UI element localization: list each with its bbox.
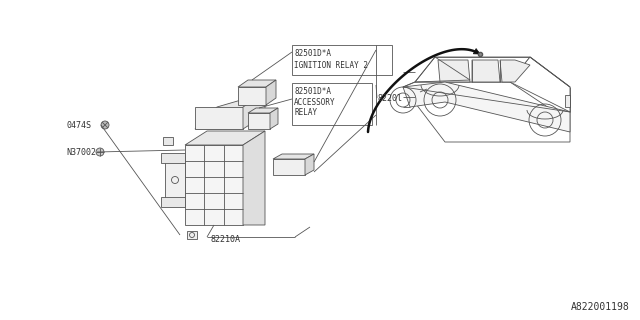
Polygon shape — [266, 80, 276, 105]
Circle shape — [101, 121, 109, 129]
Polygon shape — [305, 154, 314, 175]
Bar — [187, 231, 197, 239]
Polygon shape — [510, 57, 570, 112]
Polygon shape — [185, 131, 265, 145]
Polygon shape — [273, 154, 314, 159]
Polygon shape — [403, 82, 570, 132]
Polygon shape — [238, 80, 276, 87]
Polygon shape — [161, 197, 185, 207]
Polygon shape — [248, 113, 270, 129]
Bar — [565, 95, 570, 107]
Text: A822001198: A822001198 — [572, 302, 630, 312]
Polygon shape — [248, 108, 278, 113]
Circle shape — [96, 148, 104, 156]
Text: ACCESSORY: ACCESSORY — [294, 98, 335, 107]
Polygon shape — [195, 93, 265, 129]
Text: RELAY: RELAY — [294, 108, 317, 116]
Bar — [292, 83, 372, 125]
Polygon shape — [415, 57, 530, 82]
Polygon shape — [238, 87, 266, 105]
Polygon shape — [438, 60, 470, 82]
Text: 0474S: 0474S — [66, 121, 91, 130]
Polygon shape — [472, 60, 500, 82]
Polygon shape — [185, 145, 243, 225]
Polygon shape — [500, 60, 530, 82]
Text: N37002: N37002 — [66, 148, 96, 156]
Polygon shape — [270, 108, 278, 129]
Polygon shape — [403, 82, 570, 142]
Polygon shape — [163, 137, 173, 145]
Text: IGNITION RELAY 2: IGNITION RELAY 2 — [294, 60, 368, 69]
Text: 8220l: 8220l — [377, 93, 402, 102]
Text: 82501D*A: 82501D*A — [294, 49, 331, 58]
Polygon shape — [243, 131, 265, 225]
Text: 82210A: 82210A — [210, 236, 240, 244]
Bar — [292, 45, 392, 75]
Text: 82501D*A: 82501D*A — [294, 86, 331, 95]
Polygon shape — [161, 153, 185, 163]
Polygon shape — [195, 107, 243, 129]
Polygon shape — [273, 159, 305, 175]
Polygon shape — [243, 93, 265, 129]
Polygon shape — [474, 49, 480, 54]
Polygon shape — [165, 155, 185, 205]
